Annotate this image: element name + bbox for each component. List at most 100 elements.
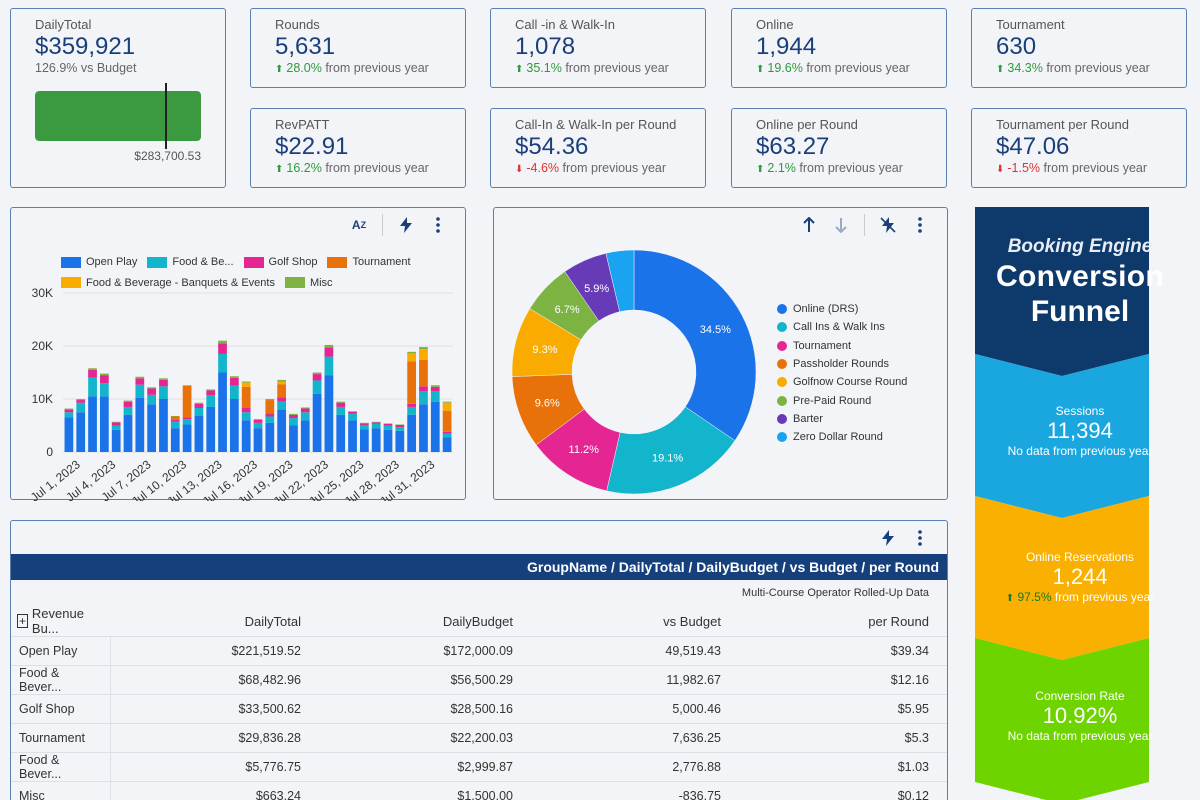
bar-segment[interactable] bbox=[383, 423, 393, 424]
bar-segment[interactable] bbox=[218, 353, 227, 373]
bar-segment[interactable] bbox=[430, 391, 440, 402]
more-vert-icon[interactable] bbox=[429, 216, 447, 234]
bar-segment[interactable] bbox=[99, 373, 109, 376]
bar-segment[interactable] bbox=[64, 412, 74, 418]
bar-segment[interactable] bbox=[430, 385, 440, 387]
bar-segment[interactable] bbox=[253, 428, 263, 452]
bar-segment[interactable] bbox=[300, 407, 310, 409]
bar-segment[interactable] bbox=[182, 385, 192, 418]
bar-segment[interactable] bbox=[407, 351, 417, 354]
legend-item[interactable]: Passholder Rounds bbox=[777, 355, 907, 373]
bar-segment[interactable] bbox=[419, 391, 428, 405]
bar-segment[interactable] bbox=[300, 412, 310, 421]
bar-segment[interactable] bbox=[76, 399, 86, 401]
bar-segment[interactable] bbox=[147, 387, 157, 389]
bolt-icon[interactable] bbox=[879, 529, 897, 547]
bar-segment[interactable] bbox=[159, 399, 168, 452]
bar-segment[interactable] bbox=[336, 414, 346, 452]
bar-segment[interactable] bbox=[324, 375, 334, 452]
legend-item[interactable]: Tournament bbox=[327, 253, 411, 271]
bar-segment[interactable] bbox=[111, 429, 121, 452]
bar-segment[interactable] bbox=[111, 421, 121, 423]
bar-segment[interactable] bbox=[289, 425, 298, 453]
bar-segment[interactable] bbox=[99, 375, 109, 384]
legend-item[interactable]: Barter bbox=[777, 410, 907, 428]
table-row[interactable]: Food & Bever... $5,776.75 $2,999.87 2,776.8… bbox=[11, 752, 947, 781]
legend-item[interactable]: Food & Be... bbox=[147, 253, 234, 271]
bar-segment[interactable] bbox=[241, 386, 251, 409]
bar-segment[interactable] bbox=[229, 385, 239, 399]
bar-segment[interactable] bbox=[241, 382, 251, 387]
bar-segment[interactable] bbox=[194, 402, 204, 404]
bar-segment[interactable] bbox=[194, 415, 204, 452]
bar-segment[interactable] bbox=[407, 403, 417, 407]
bar-segment[interactable] bbox=[170, 416, 180, 420]
bar-segment[interactable] bbox=[383, 425, 393, 430]
bar-segment[interactable] bbox=[419, 347, 428, 350]
bar-segment[interactable] bbox=[194, 403, 204, 409]
bar-segment[interactable] bbox=[430, 401, 440, 452]
legend-item[interactable]: Open Play bbox=[61, 253, 137, 271]
bar-segment[interactable] bbox=[253, 422, 263, 429]
bar-segment[interactable] bbox=[123, 414, 133, 452]
bar-segment[interactable] bbox=[99, 396, 109, 452]
bar-segment[interactable] bbox=[407, 353, 417, 362]
legend-item[interactable]: Tournament bbox=[777, 337, 907, 355]
bar-segment[interactable] bbox=[123, 401, 133, 407]
bar-segment[interactable] bbox=[88, 369, 97, 378]
table-row[interactable]: Tournament $29,836.28 $22,200.03 7,636.25 $5… bbox=[11, 723, 947, 752]
bar-segment[interactable] bbox=[99, 383, 109, 397]
column-header-per-round[interactable]: per Round bbox=[868, 613, 929, 629]
bar-segment[interactable] bbox=[218, 340, 227, 344]
legend-item[interactable]: Pre-Paid Round bbox=[777, 391, 907, 409]
bar-segment[interactable] bbox=[407, 414, 417, 452]
more-vert-icon[interactable] bbox=[911, 529, 929, 547]
bar-segment[interactable] bbox=[359, 429, 369, 452]
bar-segment[interactable] bbox=[419, 404, 428, 452]
bar-segment[interactable] bbox=[170, 421, 180, 429]
bar-segment[interactable] bbox=[206, 406, 216, 452]
bar-segment[interactable] bbox=[265, 413, 275, 417]
bar-segment[interactable] bbox=[229, 377, 239, 386]
bar-segment[interactable] bbox=[348, 411, 357, 414]
bar-segment[interactable] bbox=[147, 394, 157, 405]
bar-segment[interactable] bbox=[359, 422, 369, 424]
bar-segment[interactable] bbox=[289, 414, 298, 419]
bar-segment[interactable] bbox=[442, 433, 452, 438]
table-row[interactable]: Open Play $221,519.52 $172,000.09 49,519.43… bbox=[11, 636, 947, 665]
bar-segment[interactable] bbox=[359, 424, 369, 430]
bar-segment[interactable] bbox=[419, 359, 428, 387]
bar-segment[interactable] bbox=[442, 431, 452, 434]
bar-segment[interactable] bbox=[88, 396, 97, 452]
bar-segment[interactable] bbox=[241, 381, 251, 383]
bar-segment[interactable] bbox=[277, 381, 287, 385]
arrow-up-icon[interactable] bbox=[800, 216, 818, 234]
bar-segment[interactable] bbox=[336, 406, 346, 415]
bar-segment[interactable] bbox=[419, 349, 428, 360]
bar-segment[interactable] bbox=[442, 437, 452, 452]
bar-segment[interactable] bbox=[194, 408, 204, 416]
arrow-down-icon[interactable] bbox=[832, 216, 850, 234]
legend-item[interactable]: Online (DRS) bbox=[777, 300, 907, 318]
bar-segment[interactable] bbox=[64, 409, 74, 413]
bar-segment[interactable] bbox=[135, 397, 145, 452]
bar-segment[interactable] bbox=[182, 419, 192, 425]
bar-segment[interactable] bbox=[348, 411, 357, 412]
bar-segment[interactable] bbox=[442, 401, 452, 403]
legend-item[interactable]: Golfnow Course Round bbox=[777, 373, 907, 391]
bar-segment[interactable] bbox=[88, 368, 97, 370]
bar-segment[interactable] bbox=[419, 386, 428, 392]
bar-segment[interactable] bbox=[265, 422, 275, 452]
bar-segment[interactable] bbox=[147, 388, 157, 395]
bar-segment[interactable] bbox=[371, 428, 381, 452]
column-header-dailybudget[interactable]: DailyBudget bbox=[442, 613, 513, 629]
bar-segment[interactable] bbox=[300, 408, 310, 413]
bar-segment[interactable] bbox=[336, 402, 346, 407]
bolt-off-icon[interactable] bbox=[879, 216, 897, 234]
legend-item[interactable]: Food & Beverage - Banquets & Events bbox=[61, 274, 275, 292]
bar-segment[interactable] bbox=[324, 356, 334, 376]
bar-segment[interactable] bbox=[277, 379, 287, 382]
bar-segment[interactable] bbox=[336, 401, 346, 403]
bar-segment[interactable] bbox=[371, 422, 381, 424]
